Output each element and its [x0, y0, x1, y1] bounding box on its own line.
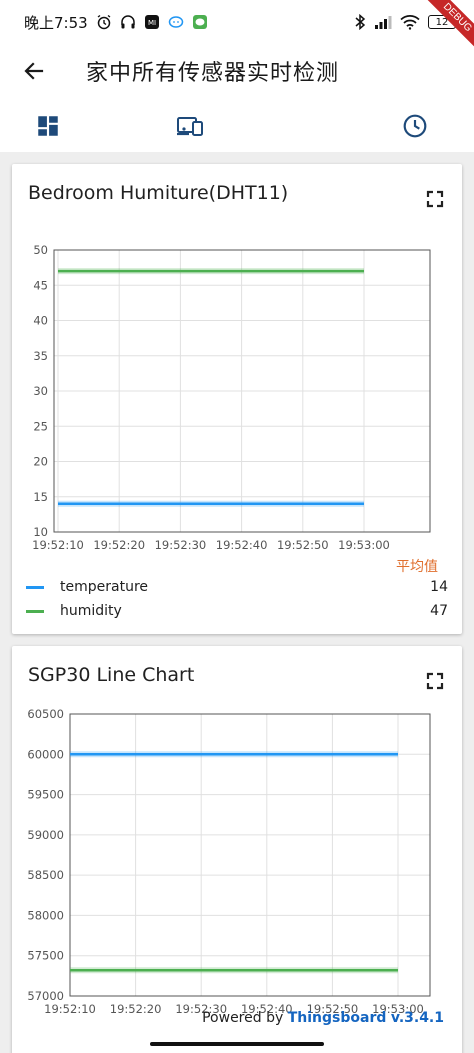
y-tick-label: 15 [33, 490, 48, 504]
dashboard-icon [38, 116, 58, 136]
page-title: 家中所有传感器实时检测 [86, 61, 340, 86]
x-tick-label: 19:52:50 [307, 1002, 359, 1016]
status-bar: 晚上7:53 MI 12 [0, 0, 474, 44]
y-tick-label: 50 [33, 243, 48, 257]
cellular-signal-icon [374, 14, 392, 30]
y-tick-label: 35 [33, 349, 48, 363]
svg-text:MI: MI [148, 19, 156, 27]
x-tick-label: 19:52:10 [44, 1002, 96, 1016]
y-tick-label: 40 [33, 314, 48, 328]
app-notification-icon: MI [144, 14, 160, 30]
widget-card-sgp30: SGP30 Line Chart 57000 57500 58000 58500 590… [12, 646, 462, 1053]
legend-label: temperature [60, 579, 148, 595]
y-tick-label: 59500 [27, 788, 64, 802]
fullscreen-icon [426, 190, 444, 208]
widget-card-dht11: Bedroom Humiture(DHT11) 10 15 20 25 30 35 40 45… [12, 164, 462, 634]
widget-title: SGP30 Line Chart [28, 664, 195, 686]
version-label: v.3.4.1 [390, 1010, 444, 1026]
status-right-icons: 12 [354, 14, 459, 30]
bluetooth-icon [354, 14, 366, 30]
fullscreen-button[interactable] [424, 670, 446, 692]
x-tick-label: 19:52:50 [277, 538, 329, 552]
y-tick-label: 10 [33, 525, 48, 539]
y-tick-label: 60500 [27, 707, 64, 721]
legend-swatch [26, 585, 44, 589]
devices-icon [177, 117, 203, 136]
y-tick-label: 58500 [27, 868, 64, 882]
legend-value: 47 [430, 603, 448, 619]
fullscreen-icon [426, 672, 444, 690]
chat-icon [168, 14, 184, 30]
legend-item-humidity[interactable]: humidity 47 [26, 600, 448, 622]
x-tick-label: 19:52:40 [241, 1002, 293, 1016]
wechat-icon [192, 14, 208, 30]
legend-swatch [26, 609, 44, 613]
thingsboard-link[interactable]: Thingsboard [287, 1010, 387, 1026]
powered-by-label: Powered by [202, 1010, 284, 1026]
legend-value: 14 [430, 579, 448, 595]
x-tick-label: 19:52:20 [110, 1002, 162, 1016]
headphones-icon [120, 14, 136, 30]
home-indicator[interactable] [150, 1042, 324, 1046]
plot-area-border [69, 713, 431, 997]
history-button[interactable] [401, 112, 429, 140]
line-chart-dht11: 10 15 20 25 30 35 40 45 50 19:52:10 19:52:20 19:52:… [32, 243, 431, 552]
alarm-icon [96, 14, 112, 30]
y-tick-label: 30 [33, 384, 48, 398]
y-tick-label: 20 [33, 455, 48, 469]
x-tick-label: 19:52:30 [175, 1002, 227, 1016]
y-tick-label: 57000 [27, 989, 64, 1003]
y-tick-label: 57500 [27, 949, 64, 963]
arrow-back-icon [24, 62, 44, 80]
x-tick-label: 19:52:20 [93, 538, 145, 552]
y-tick-label: 59000 [27, 828, 64, 842]
powered-by-footer: Powered by Thingsboard v.3.4.1 [202, 1010, 444, 1026]
legend-item-temperature[interactable]: temperature 14 [26, 576, 448, 598]
history-icon [403, 114, 427, 138]
x-tick-label: 19:52:40 [216, 538, 268, 552]
y-tick-label: 60000 [27, 747, 64, 761]
dashboard-toolbar [0, 100, 474, 152]
legend-label: humidity [60, 603, 122, 619]
back-button[interactable] [6, 44, 62, 98]
dashboard-content: Bedroom Humiture(DHT11) 10 15 20 25 30 35 40 45… [0, 152, 474, 1053]
legend-average-header: 平均值 [396, 559, 438, 575]
wifi-icon [400, 14, 420, 30]
x-tick-label: 19:52:30 [155, 538, 207, 552]
x-tick-label: 19:52:10 [32, 538, 84, 552]
widget-title: Bedroom Humiture(DHT11) [28, 182, 289, 204]
line-chart-sgp30: 57000 57500 58000 58500 59000 59500 60000 60500… [27, 707, 431, 1016]
y-tick-label: 58000 [27, 908, 64, 922]
dashboards-button[interactable] [34, 112, 62, 140]
status-time: 晚上7:53 [24, 13, 88, 32]
battery-level: 12 [435, 16, 449, 28]
status-left-icons: MI [96, 14, 208, 30]
x-tick-label: 19:53:00 [338, 538, 390, 552]
y-tick-label: 45 [33, 278, 48, 292]
plot-area-border [53, 249, 431, 533]
x-tick-label: 19:53:00 [372, 1002, 424, 1016]
devices-button[interactable] [176, 112, 204, 140]
app-bar: 家中所有传感器实时检测 [0, 44, 474, 98]
y-tick-label: 25 [33, 419, 48, 433]
fullscreen-button[interactable] [424, 188, 446, 210]
